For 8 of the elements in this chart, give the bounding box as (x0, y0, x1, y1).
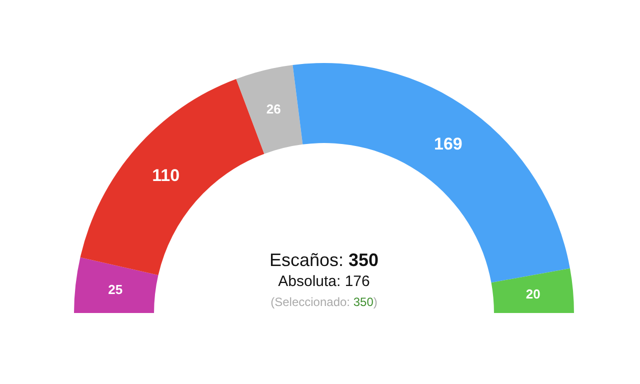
text: (Seleccionado: 350) (270, 295, 378, 309)
data-label: 169 (434, 134, 462, 154)
text: Absoluta: 176 (278, 273, 370, 290)
data-label: 110 (152, 166, 180, 185)
data-label: 26 (266, 102, 281, 117)
data-label: 25 (108, 282, 123, 298)
data-label: 20 (526, 286, 540, 302)
text: Escaños: 350 (269, 250, 379, 270)
